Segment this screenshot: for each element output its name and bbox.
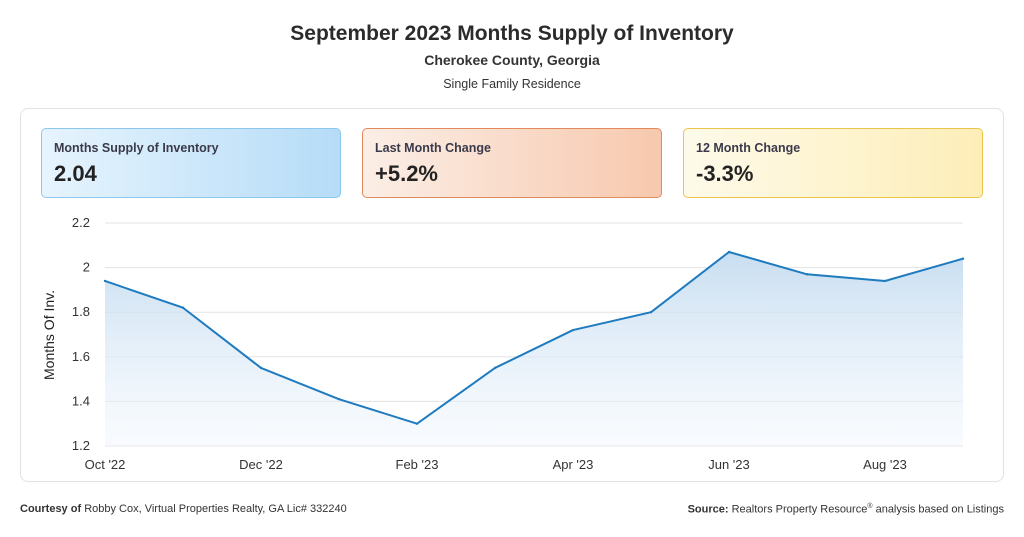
courtesy-text: Robby Cox, Virtual Properties Realty, GA…: [84, 503, 347, 515]
x-tick-label: Oct '22: [85, 457, 126, 472]
chart-title: September 2023 Months Supply of Inventor…: [290, 22, 734, 45]
last-month-change-card: Last Month Change +5.2%: [362, 128, 662, 198]
source-text: Realtors Property Resource: [731, 503, 868, 516]
y-tick-label: 1.6: [72, 349, 90, 364]
twelve-month-change-label: 12 Month Change: [696, 141, 801, 155]
y-tick-label: 2: [83, 260, 90, 275]
last-month-change-value: +5.2%: [375, 161, 438, 186]
months-supply-value: 2.04: [54, 161, 97, 186]
data-point: [961, 257, 965, 260]
data-point: [493, 366, 497, 370]
source-footer: Source: Realtors Property Resource® anal…: [688, 503, 1004, 516]
twelve-month-change-value: -3.3%: [696, 161, 754, 186]
source-label: Source:: [687, 503, 729, 516]
area-fill: [105, 251, 963, 446]
twelve-month-change-card: 12 Month Change -3.3%: [683, 128, 983, 198]
x-tick-label: Feb '23: [396, 457, 439, 472]
x-axis: Oct '22 Dec '22 Feb '23 Apr '23 Jun '23 Aug '…: [85, 457, 907, 472]
months-supply-label: Months Supply of Inventory: [54, 141, 219, 155]
property-type-label: Single Family Residence: [443, 77, 581, 91]
source-suffix: analysis based on Listings: [875, 503, 1004, 516]
y-tick-label: 2.2: [72, 215, 90, 230]
series-line: [104, 250, 964, 425]
x-tick-label: Apr '23: [553, 457, 594, 472]
x-tick-label: Jun '23: [708, 457, 750, 472]
courtesy-footer: Courtesy of Robby Cox, Virtual Propertie…: [20, 503, 347, 515]
data-point: [805, 273, 809, 276]
registered-mark: ®: [867, 503, 873, 510]
data-point: [415, 422, 419, 425]
data-point: [103, 279, 107, 283]
data-point: [259, 366, 263, 370]
chart-subtitle: Cherokee County, Georgia: [424, 52, 600, 68]
data-point: [649, 311, 653, 314]
data-point: [727, 250, 731, 254]
data-point: [181, 306, 185, 309]
x-tick-label: Aug '23: [863, 457, 907, 472]
y-tick-label: 1.2: [72, 438, 90, 453]
chart-area: [103, 250, 965, 446]
y-axis-title: Months Of Inv.: [41, 290, 57, 380]
x-tick-label: Dec '22: [239, 457, 283, 472]
months-supply-card: Months Supply of Inventory 2.04: [41, 128, 341, 198]
data-point: [571, 328, 575, 332]
data-point: [337, 397, 341, 401]
y-axis: 1.2 1.4 1.6 1.8 2 2.2: [72, 215, 90, 453]
data-point: [883, 279, 887, 283]
last-month-change-label: Last Month Change: [375, 141, 491, 155]
courtesy-label: Courtesy of: [20, 503, 82, 515]
y-tick-label: 1.8: [72, 304, 90, 319]
y-tick-label: 1.4: [72, 393, 90, 408]
